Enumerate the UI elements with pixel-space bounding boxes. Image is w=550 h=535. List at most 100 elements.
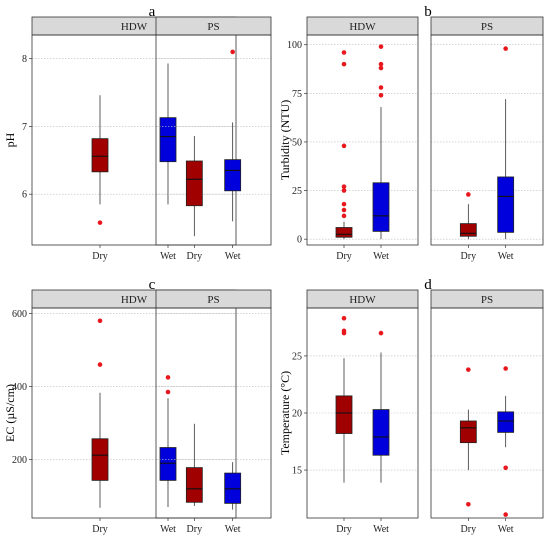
outlier-point [466, 192, 471, 197]
plot-frame [31, 34, 237, 246]
facet-strip-label: PS [481, 21, 493, 33]
facet-hdw: HDW 0 25 50 75 100 Dry Wet [287, 16, 419, 262]
panel-c: c EC (µS/cm) HDW 200 400 600 Dry Wet PS Dry Wet [3, 277, 272, 535]
box-iqr [372, 409, 390, 456]
outlier-point [378, 330, 384, 336]
outlier-point [165, 389, 171, 395]
box-wet: Wet [224, 462, 242, 535]
outlier-point [341, 143, 347, 149]
box-dry: Dry [91, 318, 109, 535]
outlier-point [341, 328, 347, 334]
box-dry: Dry [335, 50, 353, 262]
y-tick-label: 6 [22, 190, 27, 201]
outlier-point [341, 315, 347, 321]
x-tick-label: Wet [498, 251, 514, 262]
y-tick-label: 15 [292, 466, 302, 477]
outlier-point [378, 44, 384, 49]
outlier-point [503, 512, 508, 517]
box-dry: Dry [335, 315, 353, 535]
x-tick-label: Wet [160, 524, 176, 535]
facet-strip-label: HDW [121, 294, 148, 306]
box-wet: Wet [372, 330, 390, 535]
box-wet: Wet [497, 46, 515, 262]
plot-frame [430, 307, 544, 519]
x-tick-label: Wet [225, 251, 241, 262]
y-tick-label: 8 [22, 54, 27, 65]
outlier-point [378, 92, 384, 98]
outlier-point [341, 50, 347, 55]
box-iqr [459, 420, 477, 444]
outlier-point [378, 65, 384, 71]
x-tick-label: Wet [498, 524, 514, 535]
y-axis-label: Temperature (°C) [278, 371, 292, 455]
box-wet: Wet [224, 49, 242, 262]
x-tick-label: Wet [373, 251, 389, 262]
outlier-point [378, 85, 384, 90]
box-iqr [91, 138, 109, 173]
y-tick-label: 75 [292, 89, 302, 100]
panel-label: b [424, 4, 432, 20]
box-wet: Wet [159, 375, 177, 535]
y-axis-label: EC (µS/cm) [3, 384, 17, 442]
y-tick-label: 25 [292, 186, 302, 197]
plot-frame [31, 307, 237, 519]
x-tick-label: Dry [92, 524, 108, 535]
outlier-point [378, 61, 384, 67]
y-axis-label: Turbidity (NTU) [278, 100, 292, 181]
facet-strip-label: HDW [121, 21, 148, 33]
y-tick-label: 7 [22, 122, 27, 133]
outlier-point [466, 367, 471, 372]
facet-ps: PS Dry Wet [430, 16, 544, 262]
y-tick-label: 20 [292, 409, 302, 420]
x-tick-label: Dry [336, 251, 352, 262]
box-iqr [372, 182, 390, 232]
facet-ps: PS Dry Wet [430, 289, 544, 535]
x-tick-label: Dry [187, 251, 203, 262]
facet-strip-label: HDW [349, 21, 376, 33]
y-tick-label: 0 [297, 235, 302, 246]
facet-hdw: HDW 15 20 25 Dry Wet [292, 289, 419, 535]
facet-strip-label: HDW [349, 294, 376, 306]
x-tick-label: Dry [92, 251, 108, 262]
x-tick-label: Dry [187, 524, 203, 535]
outlier-point [341, 213, 347, 219]
outlier-point [97, 362, 103, 367]
box-wet: Wet [372, 44, 390, 262]
panel-label: c [149, 277, 156, 293]
outlier-point [341, 188, 347, 193]
facet-strip-label: PS [481, 294, 493, 306]
x-tick-label: Wet [225, 524, 241, 535]
outlier-point [165, 375, 171, 380]
plot-frame [306, 307, 419, 519]
plot-frame [155, 34, 272, 246]
box-dry: Dry [459, 367, 477, 535]
facet-hdw: HDW 6 7 8 Dry Wet [22, 16, 237, 262]
plot-frame [306, 34, 419, 246]
outlier-point [341, 207, 347, 213]
box-iqr [159, 447, 177, 481]
panel-a: a pH HDW 6 7 8 Dry Wet PS Dry Wet [3, 4, 272, 262]
outlier-point [341, 184, 347, 189]
x-tick-label: Wet [160, 251, 176, 262]
box-dry: Dry [185, 135, 203, 262]
outlier-point [97, 318, 103, 324]
outlier-point [230, 49, 235, 55]
box-iqr [335, 395, 353, 434]
y-tick-label: 600 [12, 309, 27, 320]
box-iqr [224, 159, 242, 192]
y-tick-label: 200 [12, 455, 27, 466]
box-wet: Wet [497, 366, 515, 535]
facet-ps: PS Dry Wet [155, 16, 272, 262]
panel-label: d [424, 277, 432, 293]
outlier-point [503, 465, 508, 471]
outlier-point [503, 366, 508, 371]
box-iqr [497, 411, 515, 433]
box-iqr [497, 176, 515, 233]
x-tick-label: Dry [461, 251, 477, 262]
y-tick-label: 100 [287, 40, 302, 51]
x-tick-label: Dry [336, 524, 352, 535]
panel-b: b Turbidity (NTU) HDW 0 25 50 75 100 Dry Wet PS Dry… [278, 4, 544, 262]
box-iqr [335, 227, 353, 238]
outlier-point [341, 61, 347, 67]
box-iqr [185, 467, 203, 503]
